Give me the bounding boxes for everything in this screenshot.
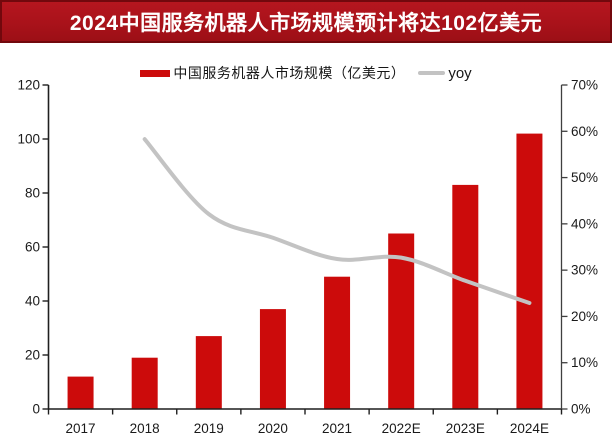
y-tick-label-right-50: 50% [571, 170, 598, 185]
y-tick-label-left-0: 0 [32, 402, 40, 417]
y-tick-label-right-70: 70% [571, 78, 598, 93]
bar-2024E [516, 133, 543, 409]
x-tick-label-2017: 2017 [66, 421, 96, 436]
y-tick-label-left-120: 120 [17, 78, 40, 93]
bar-2020 [259, 309, 286, 409]
y-tick-label-left-20: 20 [25, 348, 40, 363]
bar-2022E [388, 233, 415, 409]
legend-market-label: 中国服务机器人市场规模（亿美元） [173, 67, 406, 82]
line-swatch-icon [418, 71, 446, 75]
legend-yoy-label: yoy [448, 64, 472, 82]
y-tick-label-right-60: 60% [571, 124, 598, 139]
y-tick-label-left-40: 40 [25, 294, 40, 309]
x-tick-label-2023E: 2023E [446, 421, 485, 436]
bar-2021 [324, 276, 351, 409]
bar-2018 [131, 357, 158, 409]
legend-item-yoy: yoy [418, 64, 472, 82]
x-tick-label-2018: 2018 [130, 421, 160, 436]
y-tick-label-right-40: 40% [571, 216, 598, 231]
yoy-line [142, 137, 532, 306]
y-tick-label-left-80: 80 [25, 186, 40, 201]
x-tick-label-2020: 2020 [258, 421, 288, 436]
x-tick-label-2024E: 2024E [510, 421, 549, 436]
chart-title: 2024中国服务机器人市场规模预计将达102亿美元 [69, 11, 543, 35]
y-tick-label-right-20: 20% [571, 309, 598, 324]
x-tick-label-2019: 2019 [194, 421, 224, 436]
bar-swatch-icon [140, 69, 171, 77]
x-tick-label-2021: 2021 [322, 421, 352, 436]
bar-2017 [67, 376, 94, 409]
y-tick-label-left-60: 60 [25, 240, 40, 255]
legend-item-market: 中国服务机器人市场规模（亿美元） [140, 63, 405, 83]
y-tick-label-right-10: 10% [571, 355, 598, 370]
y-tick-label-right-0: 0% [571, 402, 591, 417]
y-tick-label-right-30: 30% [571, 263, 598, 278]
chart-canvas: 0 20 40 60 80 100 120 0% 10% 20% 30% 40% 50% 60% 70% 20… [17, 78, 598, 437]
y-tick-label-left-100: 100 [17, 132, 40, 147]
bar-2019 [195, 336, 222, 409]
title-banner: 2024中国服务机器人市场规模预计将达102亿美元 [0, 0, 612, 43]
bar-2023E [452, 184, 479, 409]
x-tick-label-2022E: 2022E [382, 421, 421, 436]
legend: 中国服务机器人市场规模（亿美元） yoy [0, 63, 612, 83]
